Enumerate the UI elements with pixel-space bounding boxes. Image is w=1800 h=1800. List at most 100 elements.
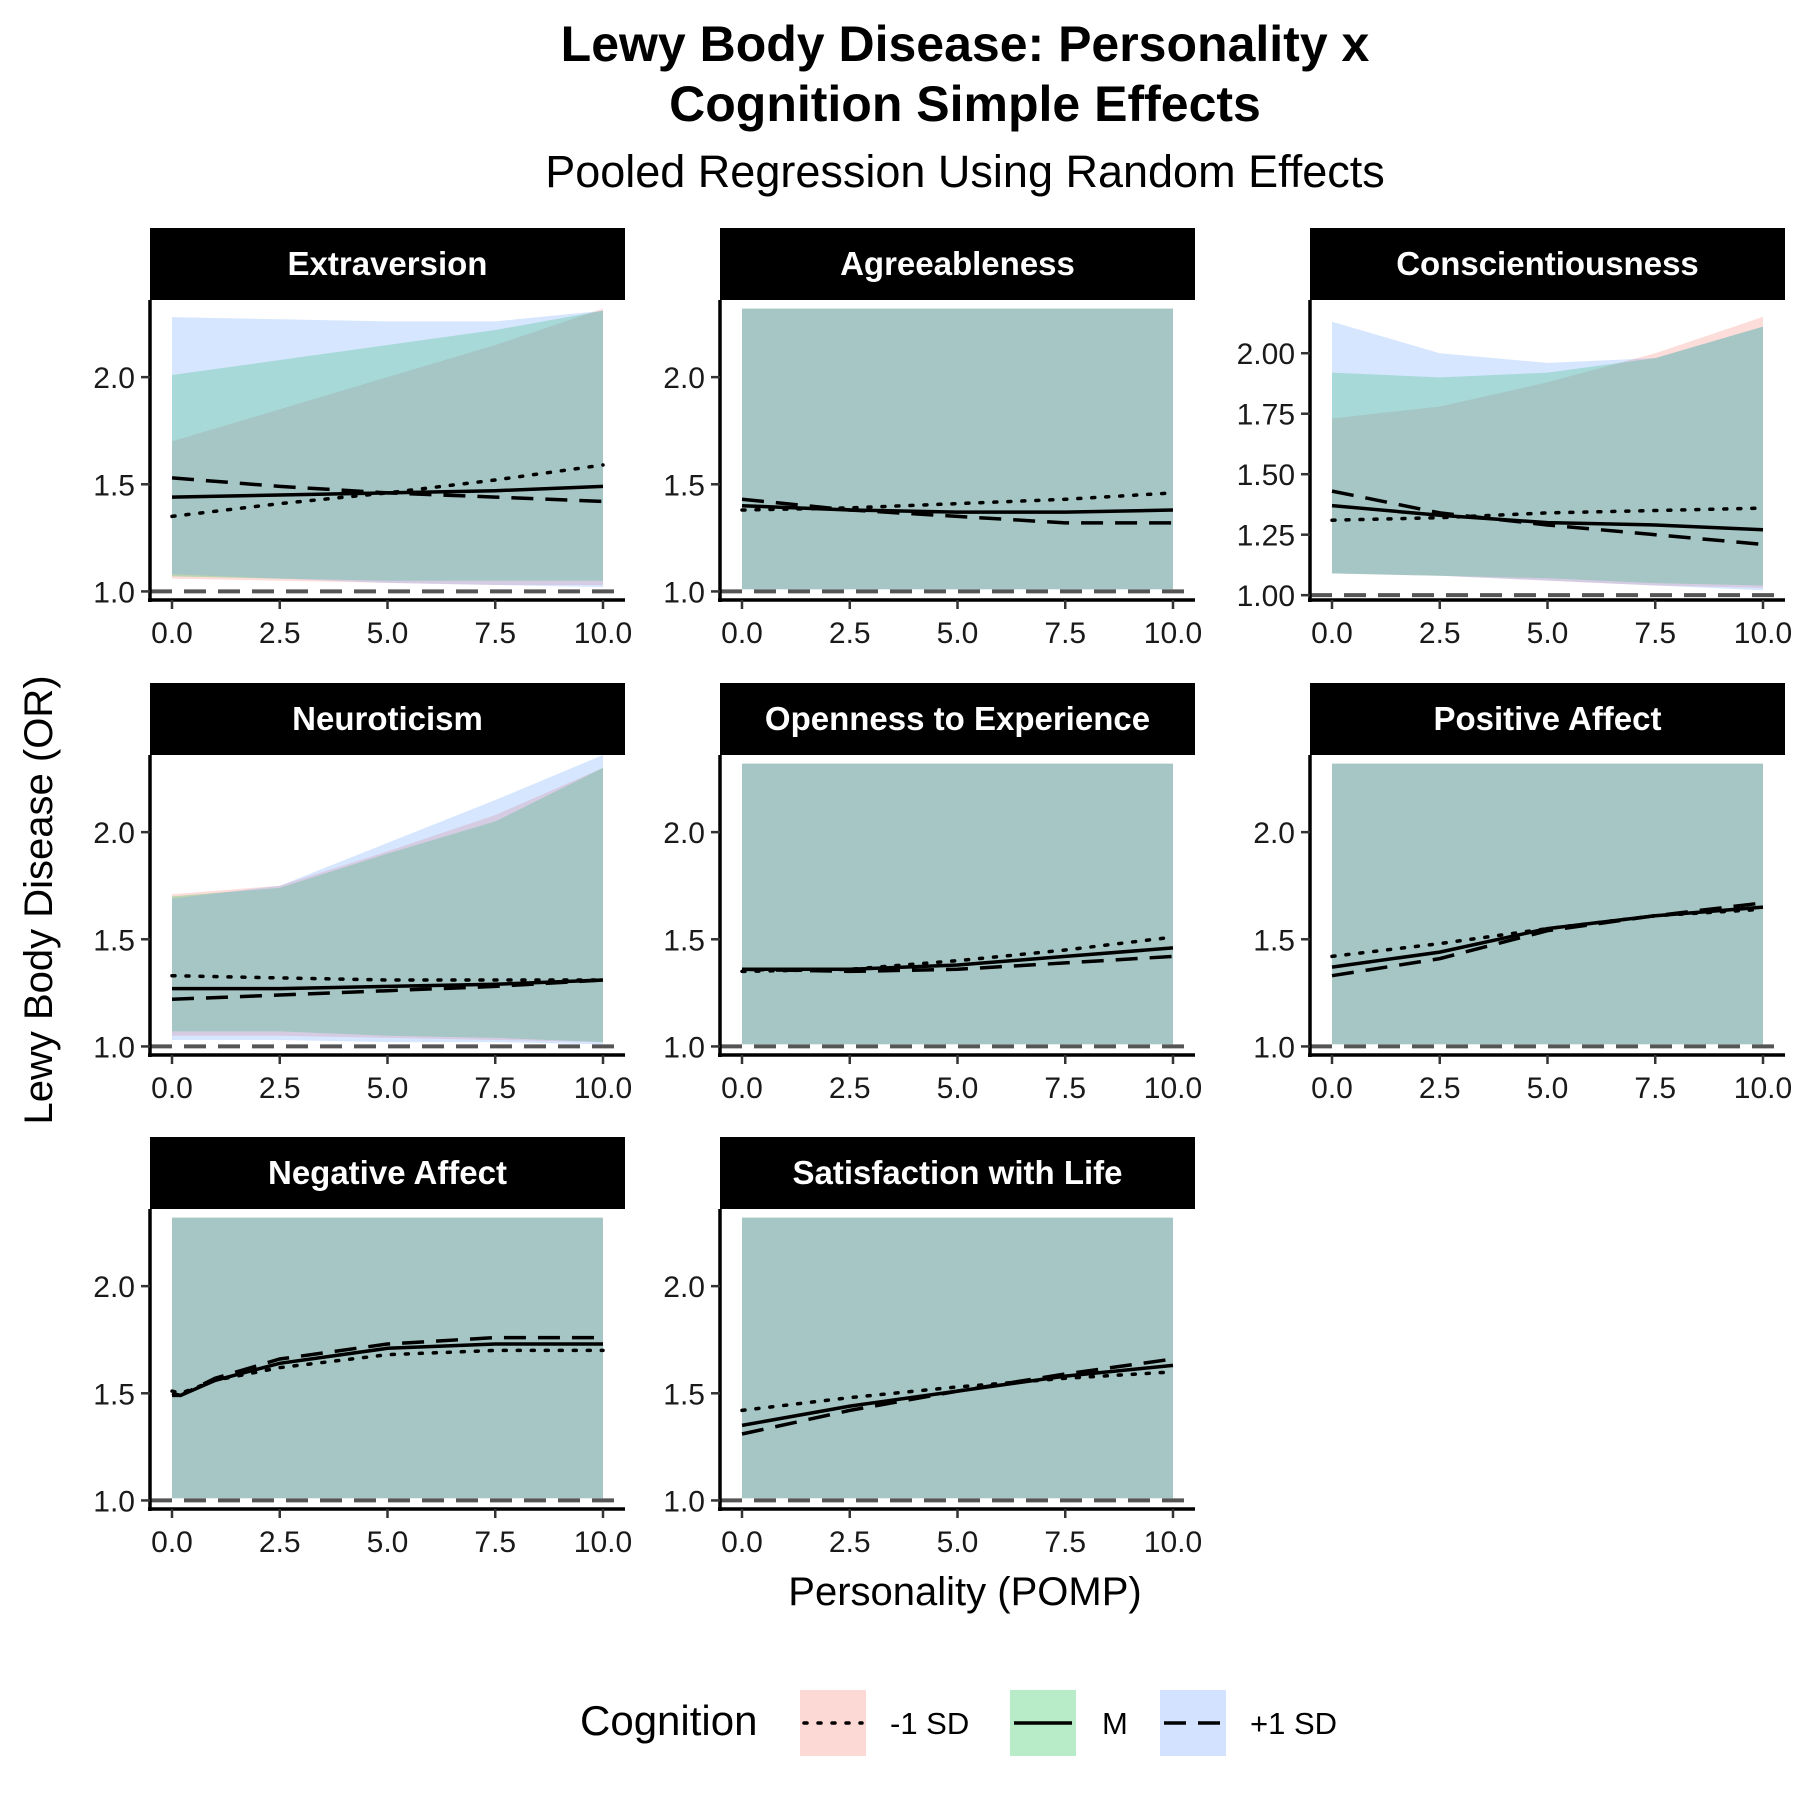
ribbon-mean [172, 767, 603, 1043]
series-line-plus1sd [172, 1335, 603, 1398]
facet-negative-affect: Negative Affect 1.0 1.5 2.0 0.0 2.5 5.0 7.5 10.0 [93, 1137, 632, 1559]
x-tick-label: 0.0 [721, 1072, 763, 1105]
panel-data [1310, 763, 1785, 1049]
x-tick-label: 7.5 [474, 1526, 516, 1559]
y-tick-label: 1.5 [1253, 924, 1295, 957]
facet-neuroticism: Neuroticism 1.0 1.5 2.0 0.0 2.5 5.0 7.5 10.0 [93, 683, 632, 1105]
facet-strip-label: Positive Affect [1433, 700, 1661, 737]
y-tick-label: 2.0 [1253, 817, 1295, 850]
ribbon-minus1sd [1332, 316, 1763, 588]
ribbon-minus1sd [742, 1217, 1173, 1499]
facet-strip [1310, 228, 1785, 300]
series-line-minus1sd [170, 463, 605, 519]
ribbon-plus1sd [172, 1217, 603, 1499]
ribbon-minus1sd [1332, 763, 1763, 1045]
ribbon-plus1sd [742, 308, 1173, 590]
ribbon-mean [172, 310, 603, 581]
y-tick-label: 1.5 [93, 1378, 135, 1411]
y-tick-label: 1.5 [663, 1378, 705, 1411]
x-tick-label: 7.5 [1634, 1072, 1676, 1105]
series-line-plus1sd [741, 497, 1173, 525]
series-line-mean [1331, 503, 1764, 532]
ribbon-mean [742, 763, 1173, 1045]
y-axis-label: Lewy Body Disease (OR) [17, 675, 61, 1124]
legend-label-mean: M [1102, 1706, 1128, 1741]
y-tick-label: 1.0 [93, 1485, 135, 1518]
ribbon-mean [172, 1217, 603, 1499]
y-tick-label: 1.0 [93, 1031, 135, 1064]
x-tick-label: 2.5 [1419, 617, 1461, 650]
series-line-mean [741, 503, 1174, 514]
y-tick-label: 2.0 [663, 362, 705, 395]
x-tick-label: 5.0 [1527, 617, 1569, 650]
series-line-plus1sd [171, 978, 604, 1002]
x-tick-label: 5.0 [367, 617, 409, 650]
y-tick-label: 2.0 [93, 817, 135, 850]
facet-strip [720, 228, 1195, 300]
x-tick-label: 2.5 [259, 617, 301, 650]
ribbon-minus1sd [172, 1217, 603, 1499]
ribbon-minus1sd [172, 308, 603, 585]
x-tick-label: 5.0 [1527, 1072, 1569, 1105]
y-tick-label: 1.0 [93, 576, 135, 609]
y-tick-label: 2.00 [1237, 338, 1295, 371]
x-tick-label: 7.5 [474, 617, 516, 650]
y-tick-label: 1.75 [1237, 399, 1295, 432]
series-line-mean [1331, 905, 1764, 969]
y-tick-label: 1.5 [93, 469, 135, 502]
x-tick-label: 5.0 [937, 617, 979, 650]
facet-strip [1310, 683, 1785, 755]
legend-label-minus1sd: -1 SD [890, 1706, 969, 1741]
x-tick-label: 0.0 [151, 1526, 193, 1559]
x-tick-label: 2.5 [259, 1526, 301, 1559]
facet-strip-label: Agreeableness [840, 245, 1075, 282]
facet-strip-label: Neuroticism [292, 700, 483, 737]
y-tick-label: 1.5 [663, 924, 705, 957]
x-tick-label: 2.5 [829, 617, 871, 650]
facet-strip-label: Openness to Experience [765, 700, 1150, 737]
x-tick-label: 10.0 [1144, 1526, 1202, 1559]
x-tick-label: 5.0 [367, 1526, 409, 1559]
x-tick-label: 7.5 [1044, 617, 1086, 650]
x-tick-label: 5.0 [367, 1072, 409, 1105]
x-axis-label: Personality (POMP) [788, 1570, 1141, 1614]
x-tick-label: 7.5 [474, 1072, 516, 1105]
legend: Cognition -1 SD M +1 SD [580, 1690, 1337, 1756]
facet-extraversion: Extraversion 1.0 1.5 2.0 0.0 2.5 5.0 7.5 10.0 [93, 228, 632, 650]
y-tick-label: 1.50 [1237, 459, 1295, 492]
x-tick-label: 5.0 [937, 1526, 979, 1559]
facet-strip-label: Satisfaction with Life [792, 1154, 1122, 1191]
facet-agreeableness: Agreeableness 1.0 1.5 2.0 0.0 2.5 5.0 7.5 10.0 [663, 228, 1202, 650]
legend-label-plus1sd: +1 SD [1250, 1706, 1337, 1741]
facet-strip [720, 683, 1195, 755]
y-tick-label: 1.0 [1253, 1031, 1295, 1064]
x-tick-label: 0.0 [151, 617, 193, 650]
x-tick-label: 0.0 [721, 617, 763, 650]
ribbon-plus1sd [1332, 321, 1763, 591]
facet-conscientiousness: Conscientiousness 1.00 1.25 1.50 1.75 2.00 0.0… [1237, 228, 1792, 650]
facet-openness-to-experience: Openness to Experience 1.0 1.5 2.0 0.0 2.5 5.0… [663, 683, 1202, 1105]
x-tick-label: 10.0 [1734, 617, 1792, 650]
facet-strip-label: Conscientiousness [1396, 245, 1699, 282]
facet-strip [150, 1137, 625, 1209]
x-tick-label: 2.5 [1419, 1072, 1461, 1105]
ribbon-mean [1332, 763, 1763, 1045]
series-line-minus1sd [170, 1348, 605, 1396]
x-tick-label: 5.0 [937, 1072, 979, 1105]
x-tick-label: 10.0 [1144, 617, 1202, 650]
chart-subtitle: Pooled Regression Using Random Effects [545, 146, 1385, 197]
x-tick-label: 0.0 [1311, 1072, 1353, 1105]
facet-satisfaction-with-life: Satisfaction with Life 1.0 1.5 2.0 0.0 2.5 5.0… [663, 1137, 1202, 1559]
x-tick-label: 7.5 [1044, 1526, 1086, 1559]
panel-data [720, 763, 1195, 1049]
ribbon-plus1sd [742, 763, 1173, 1045]
x-tick-label: 0.0 [721, 1526, 763, 1559]
y-tick-label: 1.00 [1237, 580, 1295, 613]
ribbon-mean [742, 1217, 1173, 1499]
x-tick-label: 0.0 [1311, 617, 1353, 650]
y-tick-label: 2.0 [93, 362, 135, 395]
panel-data [720, 1217, 1195, 1503]
series-line-plus1sd [171, 476, 604, 504]
panel-data [1310, 316, 1785, 598]
